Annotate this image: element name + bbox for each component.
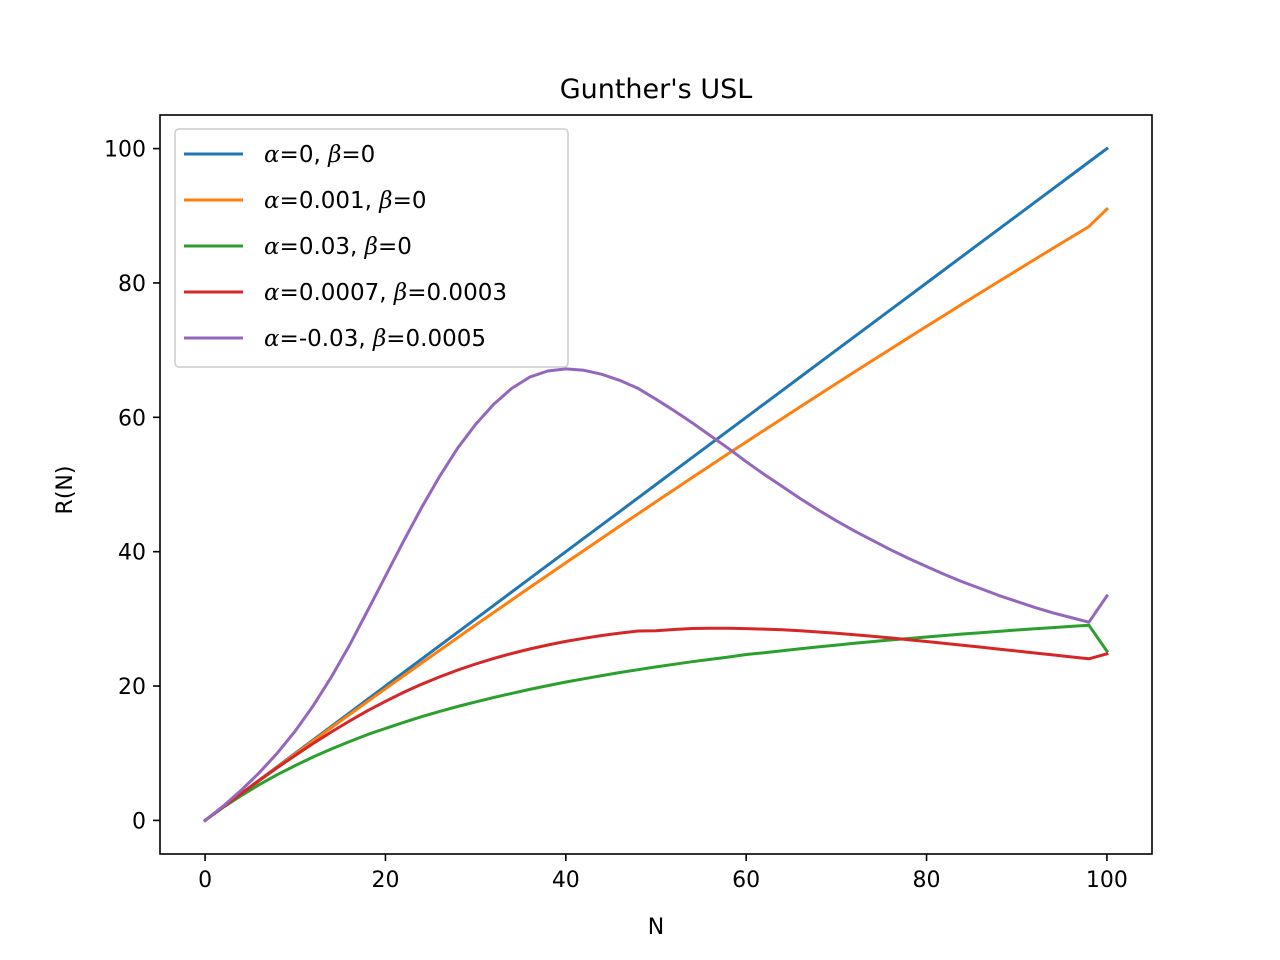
legend-greek-symbol: β	[327, 142, 341, 168]
x-tick-label: 20	[371, 868, 399, 893]
y-tick-label: 100	[104, 138, 146, 163]
x-tick-label: 40	[552, 868, 580, 893]
legend-greek-symbol: α	[264, 326, 280, 352]
plot-lines	[202, 146, 1110, 823]
legend-value: =0.03,	[280, 234, 365, 260]
x-tick-label: 0	[198, 868, 212, 893]
y-tick-label: 80	[118, 272, 146, 297]
y-tick-label: 60	[118, 406, 146, 431]
series-line	[202, 367, 1109, 823]
chart-title: Gunther's USL	[560, 74, 753, 105]
legend-greek-symbol: α	[264, 142, 280, 168]
legend-greek-symbol: β	[372, 326, 386, 352]
legend-entries: α=0, β=0α=0.001, β=0α=0.03, β=0α=0.0007,…	[184, 142, 507, 352]
legend-greek-symbol: β	[378, 188, 392, 214]
y-tick-label: 40	[118, 541, 146, 566]
legend-greek-symbol: α	[264, 188, 280, 214]
legend-value: =0.0003	[407, 280, 507, 306]
legend-value: =0	[378, 234, 412, 260]
legend-value: =-0.03,	[280, 326, 373, 352]
legend-label: α=0.03, β=0	[264, 234, 412, 260]
legend-value: =0	[393, 188, 427, 214]
y-axis-ticks: 0 20 40 60 80 100	[104, 138, 160, 834]
x-axis-label: N	[648, 915, 664, 940]
legend-value: =0	[341, 142, 375, 168]
y-tick-label: 0	[132, 809, 146, 834]
legend-greek-symbol: α	[264, 234, 280, 260]
legend-value: =0.0005	[386, 326, 486, 352]
x-tick-label: 80	[913, 868, 941, 893]
legend-label: α=0.001, β=0	[264, 188, 427, 214]
series-line	[203, 206, 1110, 823]
legend-label: α=-0.03, β=0.0005	[264, 326, 486, 352]
legend-greek-symbol: β	[393, 280, 407, 306]
legend-greek-symbol: β	[364, 234, 378, 260]
y-axis-label: R(N)	[53, 466, 78, 515]
legend-box	[174, 128, 569, 368]
legend-value: =0,	[280, 142, 329, 168]
legend-label: α=0.0007, β=0.0003	[264, 280, 507, 306]
legend-value: =0.001,	[280, 188, 380, 214]
x-tick-label: 100	[1086, 868, 1128, 893]
legend-value: =0.0007,	[280, 280, 394, 306]
legend: α=0, β=0α=0.001, β=0α=0.03, β=0α=0.0007,…	[174, 128, 569, 368]
x-axis-ticks: 0 20 40 60 80 100	[198, 854, 1128, 893]
series-line	[203, 626, 1109, 823]
series-line	[203, 623, 1109, 823]
x-tick-label: 60	[732, 868, 760, 893]
legend-greek-symbol: α	[264, 280, 280, 306]
legend-label: α=0, β=0	[264, 142, 375, 168]
axes-frame	[159, 114, 1153, 855]
y-tick-label: 20	[118, 675, 146, 700]
